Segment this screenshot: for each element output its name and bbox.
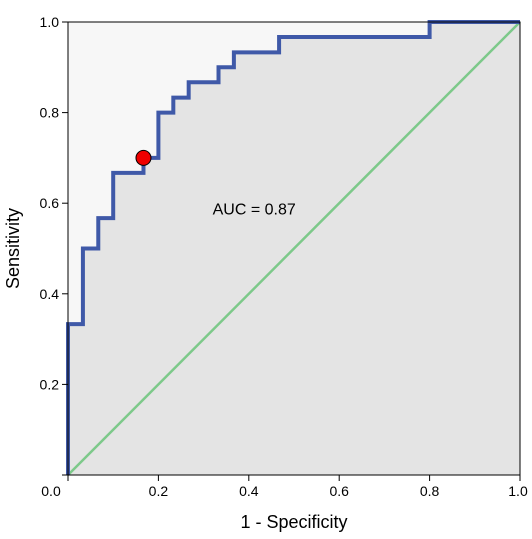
- y-tick-label: 0.6: [40, 195, 60, 211]
- x-axis-title: 1 - Specificity: [240, 512, 347, 532]
- y-tick-label: 1.0: [40, 14, 60, 30]
- y-axis-title: Sensitivity: [3, 208, 23, 289]
- y-axis-ticks: 0.2 0.4 0.6 0.8 1.0: [40, 14, 68, 476]
- x-tick-label: 0.4: [239, 483, 259, 499]
- x-tick-label: 0.0: [41, 483, 61, 499]
- x-axis-ticks: 0.0 0.2 0.4 0.6 0.8 1.0: [41, 475, 528, 499]
- x-tick-label: 1.0: [508, 483, 528, 499]
- y-tick-label: 0.2: [40, 376, 60, 392]
- plot-frame: [67, 21, 521, 476]
- optimal-threshold-point: [135, 149, 152, 166]
- roc-curve: [66, 20, 520, 475]
- y-tick-label: 0.4: [40, 286, 60, 302]
- reference-line: [67, 21, 521, 476]
- y-tick-label: 0.8: [40, 105, 60, 121]
- auc-annotation: AUC = 0.87: [213, 202, 296, 219]
- x-tick-label: 0.2: [149, 483, 169, 499]
- x-tick-label: 0.8: [420, 483, 440, 499]
- x-tick-label: 0.6: [329, 483, 349, 499]
